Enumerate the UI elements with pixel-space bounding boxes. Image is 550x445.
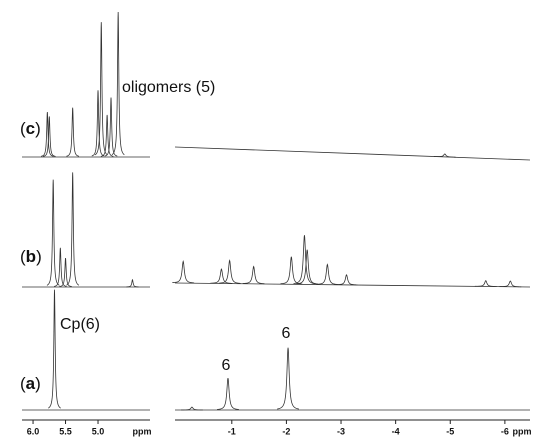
peak: [41, 112, 54, 157]
annotation: oligomers (5): [122, 79, 215, 96]
x-tick-label: -1: [228, 426, 236, 436]
peak: [94, 22, 108, 156]
trace-label-part: (: [20, 247, 26, 266]
peak: [218, 259, 241, 284]
peak: [180, 406, 203, 411]
trace-label-part: (: [20, 374, 26, 393]
trace-label-part: ): [35, 374, 41, 393]
x-axis-label: ppm: [513, 426, 532, 436]
annotation: 6: [222, 357, 231, 374]
peak: [54, 247, 67, 287]
peak: [48, 289, 61, 409]
peak: [433, 153, 456, 158]
peak: [59, 257, 72, 287]
peak: [210, 268, 233, 284]
trace-label-part: ): [35, 119, 41, 138]
x-axis-label: ppm: [133, 426, 152, 436]
trace-label: (a): [20, 374, 41, 393]
peak: [280, 256, 303, 285]
x-tick-label: -6: [501, 426, 509, 436]
x-tick-label: -3: [337, 426, 345, 436]
peak: [277, 347, 300, 410]
x-tick-label: -4: [392, 426, 400, 436]
baseline: [174, 146, 531, 161]
peak: [316, 263, 339, 285]
annotation: 6: [282, 325, 291, 342]
peak: [91, 90, 105, 157]
x-tick-label: 6.0: [27, 426, 40, 436]
peak: [111, 11, 125, 156]
x-tick-label: 5.5: [59, 426, 72, 436]
peak: [104, 97, 118, 157]
peak: [66, 172, 80, 286]
x-tick-label: -5: [446, 426, 454, 436]
peak: [499, 280, 522, 288]
trace-label-part: (: [20, 119, 26, 138]
peak: [217, 378, 239, 410]
peak: [172, 260, 195, 284]
peak: [293, 235, 316, 285]
peak: [46, 179, 60, 286]
annotation: Cp(6): [60, 316, 100, 333]
peak: [100, 114, 114, 157]
trace-label-part: b: [26, 247, 36, 266]
peak: [126, 278, 139, 288]
peak: [296, 249, 319, 285]
peak: [474, 280, 497, 287]
peak: [242, 265, 265, 285]
trace-label-part: a: [26, 374, 36, 393]
baseline: [174, 282, 531, 288]
peak: [42, 116, 56, 157]
x-tick-label: 5.0: [92, 426, 105, 436]
trace-label: (c): [20, 119, 41, 138]
trace-label-part: ): [36, 247, 42, 266]
trace-label: (b): [20, 247, 42, 266]
peak: [66, 107, 80, 157]
x-tick-label: -2: [282, 426, 290, 436]
peak: [335, 274, 358, 286]
trace-label-part: c: [26, 119, 35, 138]
